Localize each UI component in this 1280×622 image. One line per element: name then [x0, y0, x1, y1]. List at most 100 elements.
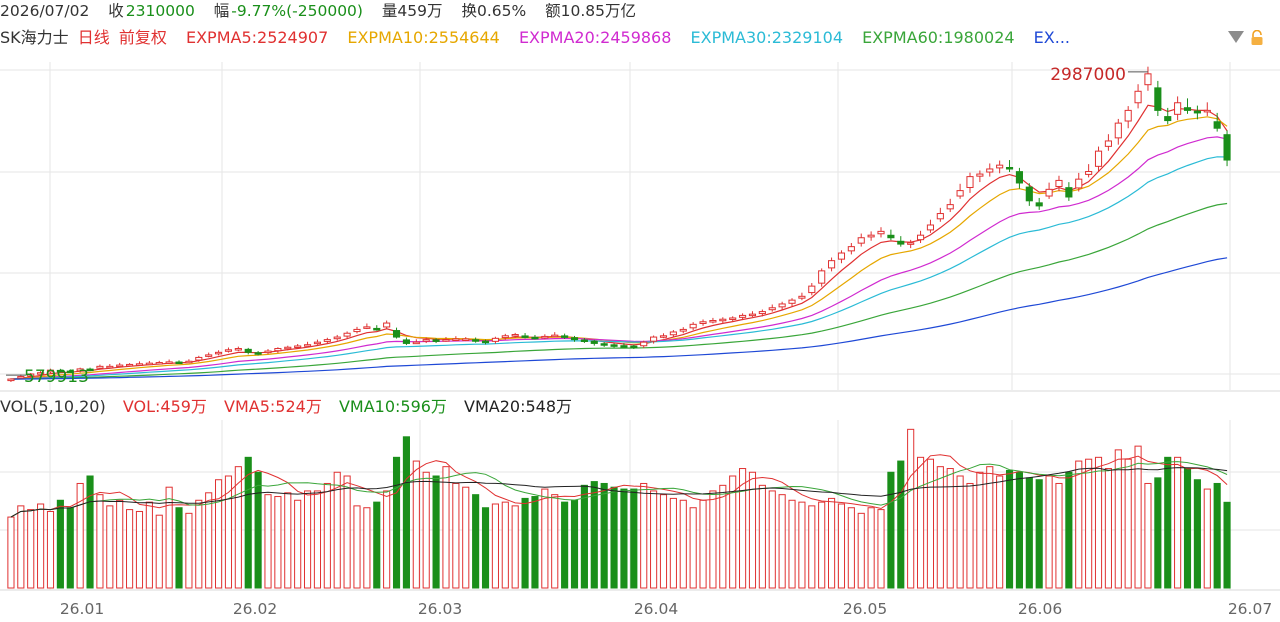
candle-body — [313, 341, 322, 345]
candle-body — [501, 335, 509, 339]
vol-title: VOL(5,10,20) — [0, 397, 106, 416]
candle-body — [1114, 122, 1122, 139]
volume-bar — [659, 494, 668, 589]
candle-body — [837, 252, 846, 260]
volume-bar — [1164, 456, 1172, 589]
candle-body — [452, 338, 460, 341]
candle-body — [462, 338, 470, 341]
volume-bar — [580, 484, 588, 589]
volume-bar — [96, 494, 104, 589]
candle-body — [1075, 178, 1083, 189]
volume-bar — [877, 509, 885, 589]
candle-body — [472, 339, 480, 342]
volume-bar — [1075, 460, 1083, 589]
volume-bar — [857, 512, 865, 589]
lock-icon[interactable] — [1250, 30, 1264, 46]
x-tick-label: 26.04 — [634, 600, 678, 618]
volume-bar — [165, 486, 173, 589]
volume-bar — [620, 488, 628, 589]
volume-bar — [600, 482, 608, 589]
volume-bar — [185, 512, 193, 589]
change-label: 幅 — [213, 2, 230, 20]
volume-bar — [1124, 458, 1132, 589]
candle-body — [956, 190, 964, 197]
volume-bar — [828, 497, 836, 589]
x-tick-label: 26.01 — [60, 600, 104, 618]
volume-bar — [412, 460, 420, 589]
candle-body — [600, 343, 608, 346]
candle-body — [392, 330, 401, 338]
candle-body — [1154, 87, 1162, 111]
ema20-line — [10, 136, 1228, 380]
candle-body — [165, 361, 173, 364]
candle-body — [531, 336, 539, 340]
volume-bar — [689, 507, 697, 589]
volume-bar — [481, 507, 490, 589]
volume-bar — [175, 507, 183, 589]
turnover-text: 换0.65% — [461, 2, 527, 20]
period-label[interactable]: 日线 — [77, 28, 110, 47]
candlesticks — [7, 66, 1231, 382]
volume-bar — [1154, 477, 1162, 589]
volume-bar — [808, 505, 816, 589]
volume-bar — [669, 497, 677, 589]
candle-body — [867, 234, 875, 238]
x-tick-label: 26.03 — [418, 600, 462, 618]
volume-bar — [86, 475, 94, 589]
volume-bar — [56, 499, 64, 589]
amount-text: 额10.85万亿 — [545, 2, 637, 20]
volume-bar — [1094, 456, 1103, 589]
volume-bar — [383, 490, 391, 589]
volume-bar — [1005, 469, 1014, 589]
ema-more-label[interactable]: EX... — [1033, 28, 1070, 47]
candle-body — [590, 340, 598, 344]
volume-bar — [1104, 468, 1112, 589]
volume-bar — [511, 505, 519, 589]
candle-body — [363, 326, 371, 329]
candle-body — [936, 213, 944, 220]
candle-body — [224, 349, 233, 352]
candle-body — [254, 352, 262, 355]
adjust-label[interactable]: 前复权 — [118, 28, 167, 47]
candle-body — [274, 348, 282, 352]
candle-body — [897, 240, 905, 245]
ema5-label: EXPMA5:2524907 — [185, 28, 329, 47]
volume-bar — [679, 499, 687, 589]
volume-bar — [570, 499, 579, 589]
indicator-legend: SK海力士 日线 前复权 EXPMA5:2524907 EXPMA10:2554… — [0, 26, 1230, 50]
candle-body — [877, 230, 885, 235]
vma10-value: VMA10:596万 — [338, 397, 447, 416]
candle-body — [887, 234, 895, 239]
stock-name: SK海力士 — [0, 28, 69, 47]
volume-bar — [531, 496, 539, 589]
candle-body — [126, 363, 134, 367]
close-label: 收 — [108, 2, 124, 20]
candle-body — [986, 168, 994, 173]
volume-bar — [768, 490, 776, 589]
candle-body — [561, 335, 569, 338]
candle-body — [847, 246, 855, 252]
volume-bar — [343, 475, 351, 589]
volume-bar — [719, 484, 727, 589]
candle-body — [729, 317, 737, 320]
volume-bar — [561, 501, 569, 589]
volume-bar — [966, 482, 974, 589]
candle-body — [857, 237, 865, 244]
candle-body — [966, 176, 974, 188]
candle-body — [630, 345, 638, 349]
triangle-down-icon[interactable] — [1228, 31, 1244, 43]
candle-body — [402, 339, 410, 344]
candle-body — [808, 285, 816, 294]
volume-bar — [333, 471, 341, 589]
candle-body — [442, 339, 450, 342]
volume-bar — [630, 488, 638, 589]
volume-bar — [729, 475, 737, 589]
candle-body — [284, 346, 292, 350]
volume-ma-lines — [10, 454, 1228, 518]
candle-body — [294, 345, 302, 348]
volume-bar — [778, 494, 786, 589]
vma5-value: VMA5:524万 — [224, 397, 322, 416]
candle-body — [1164, 116, 1172, 122]
candle-body — [422, 339, 430, 342]
